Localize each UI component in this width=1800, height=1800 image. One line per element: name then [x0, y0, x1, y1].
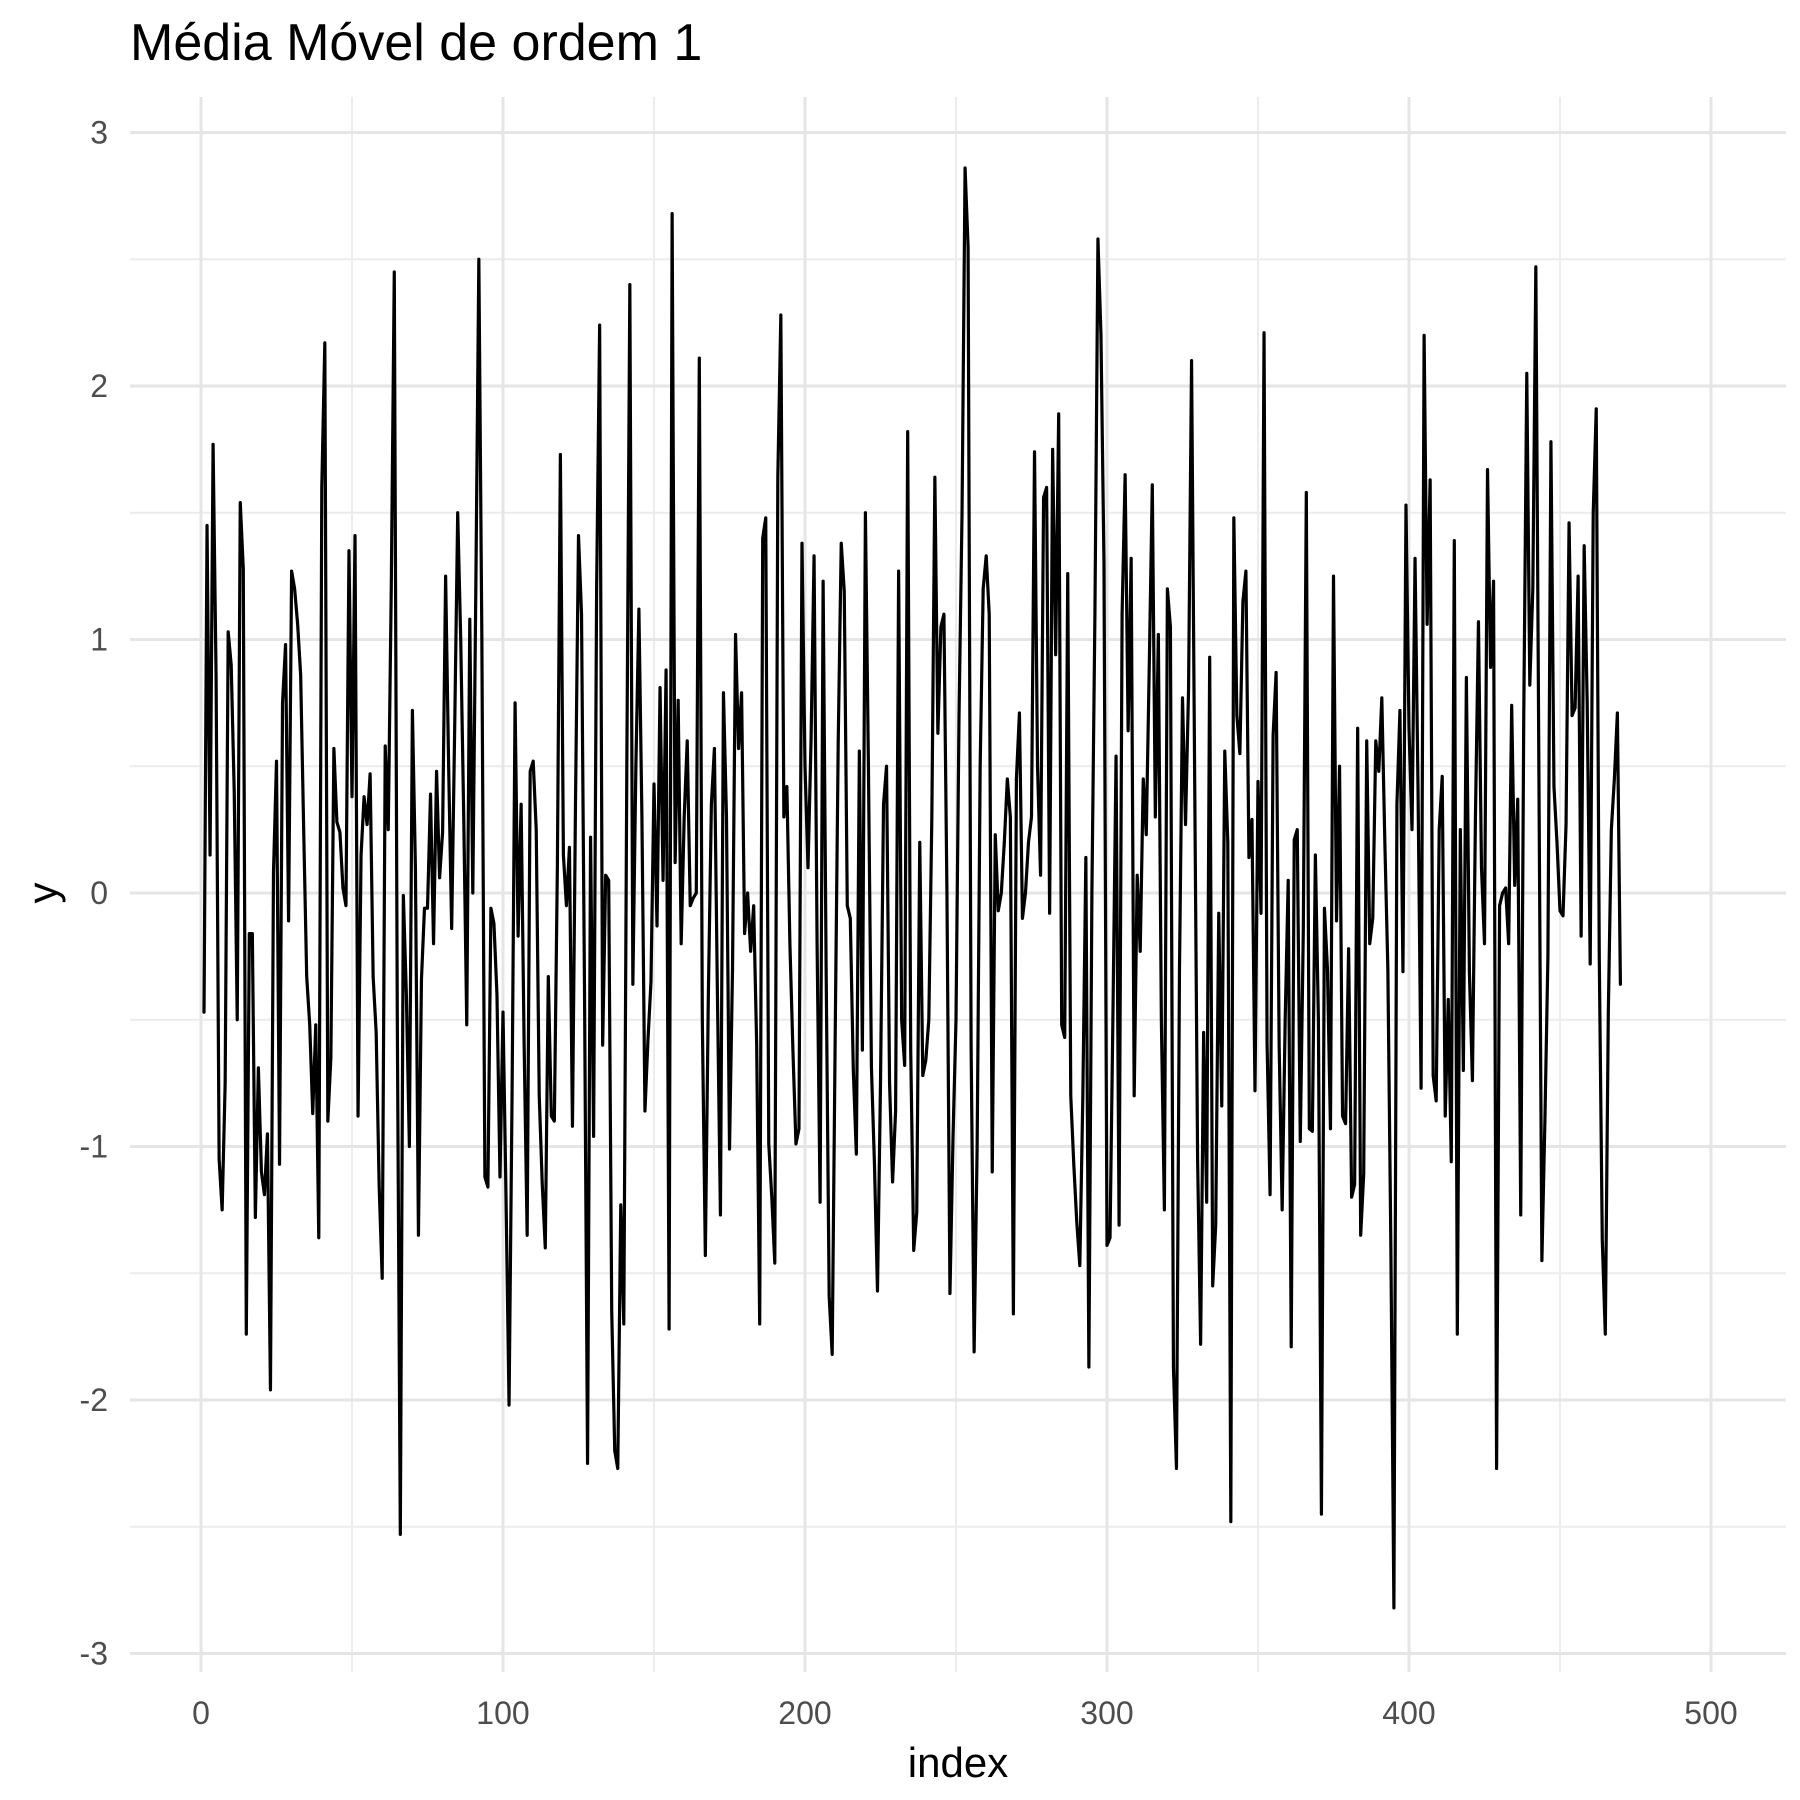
x-axis-ticks: 0 100 200 300 400 500: [192, 1695, 1738, 1731]
y-tick-label: -3: [80, 1636, 108, 1672]
x-tick-label: 500: [1684, 1695, 1737, 1731]
x-tick-label: 400: [1382, 1695, 1435, 1731]
y-tick-label: 2: [90, 368, 108, 404]
y-tick-label: 0: [90, 875, 108, 911]
y-tick-label: 3: [90, 115, 108, 151]
y-tick-label: -1: [80, 1129, 108, 1165]
x-tick-label: 0: [192, 1695, 210, 1731]
chart-title: Média Móvel de ordem 1: [130, 14, 702, 72]
series-line: [202, 166, 1623, 1610]
y-tick-label: -2: [80, 1382, 108, 1418]
x-tick-label: 300: [1080, 1695, 1133, 1731]
x-axis-label: index: [908, 1739, 1008, 1786]
x-tick-label: 200: [778, 1695, 831, 1731]
x-tick-label: 100: [476, 1695, 529, 1731]
y-axis-ticks: -3 -2 -1 0 1 2 3: [80, 115, 108, 1672]
series-layer: [202, 166, 1623, 1610]
y-tick-label: 1: [90, 622, 108, 658]
y-axis-label: y: [19, 883, 66, 904]
